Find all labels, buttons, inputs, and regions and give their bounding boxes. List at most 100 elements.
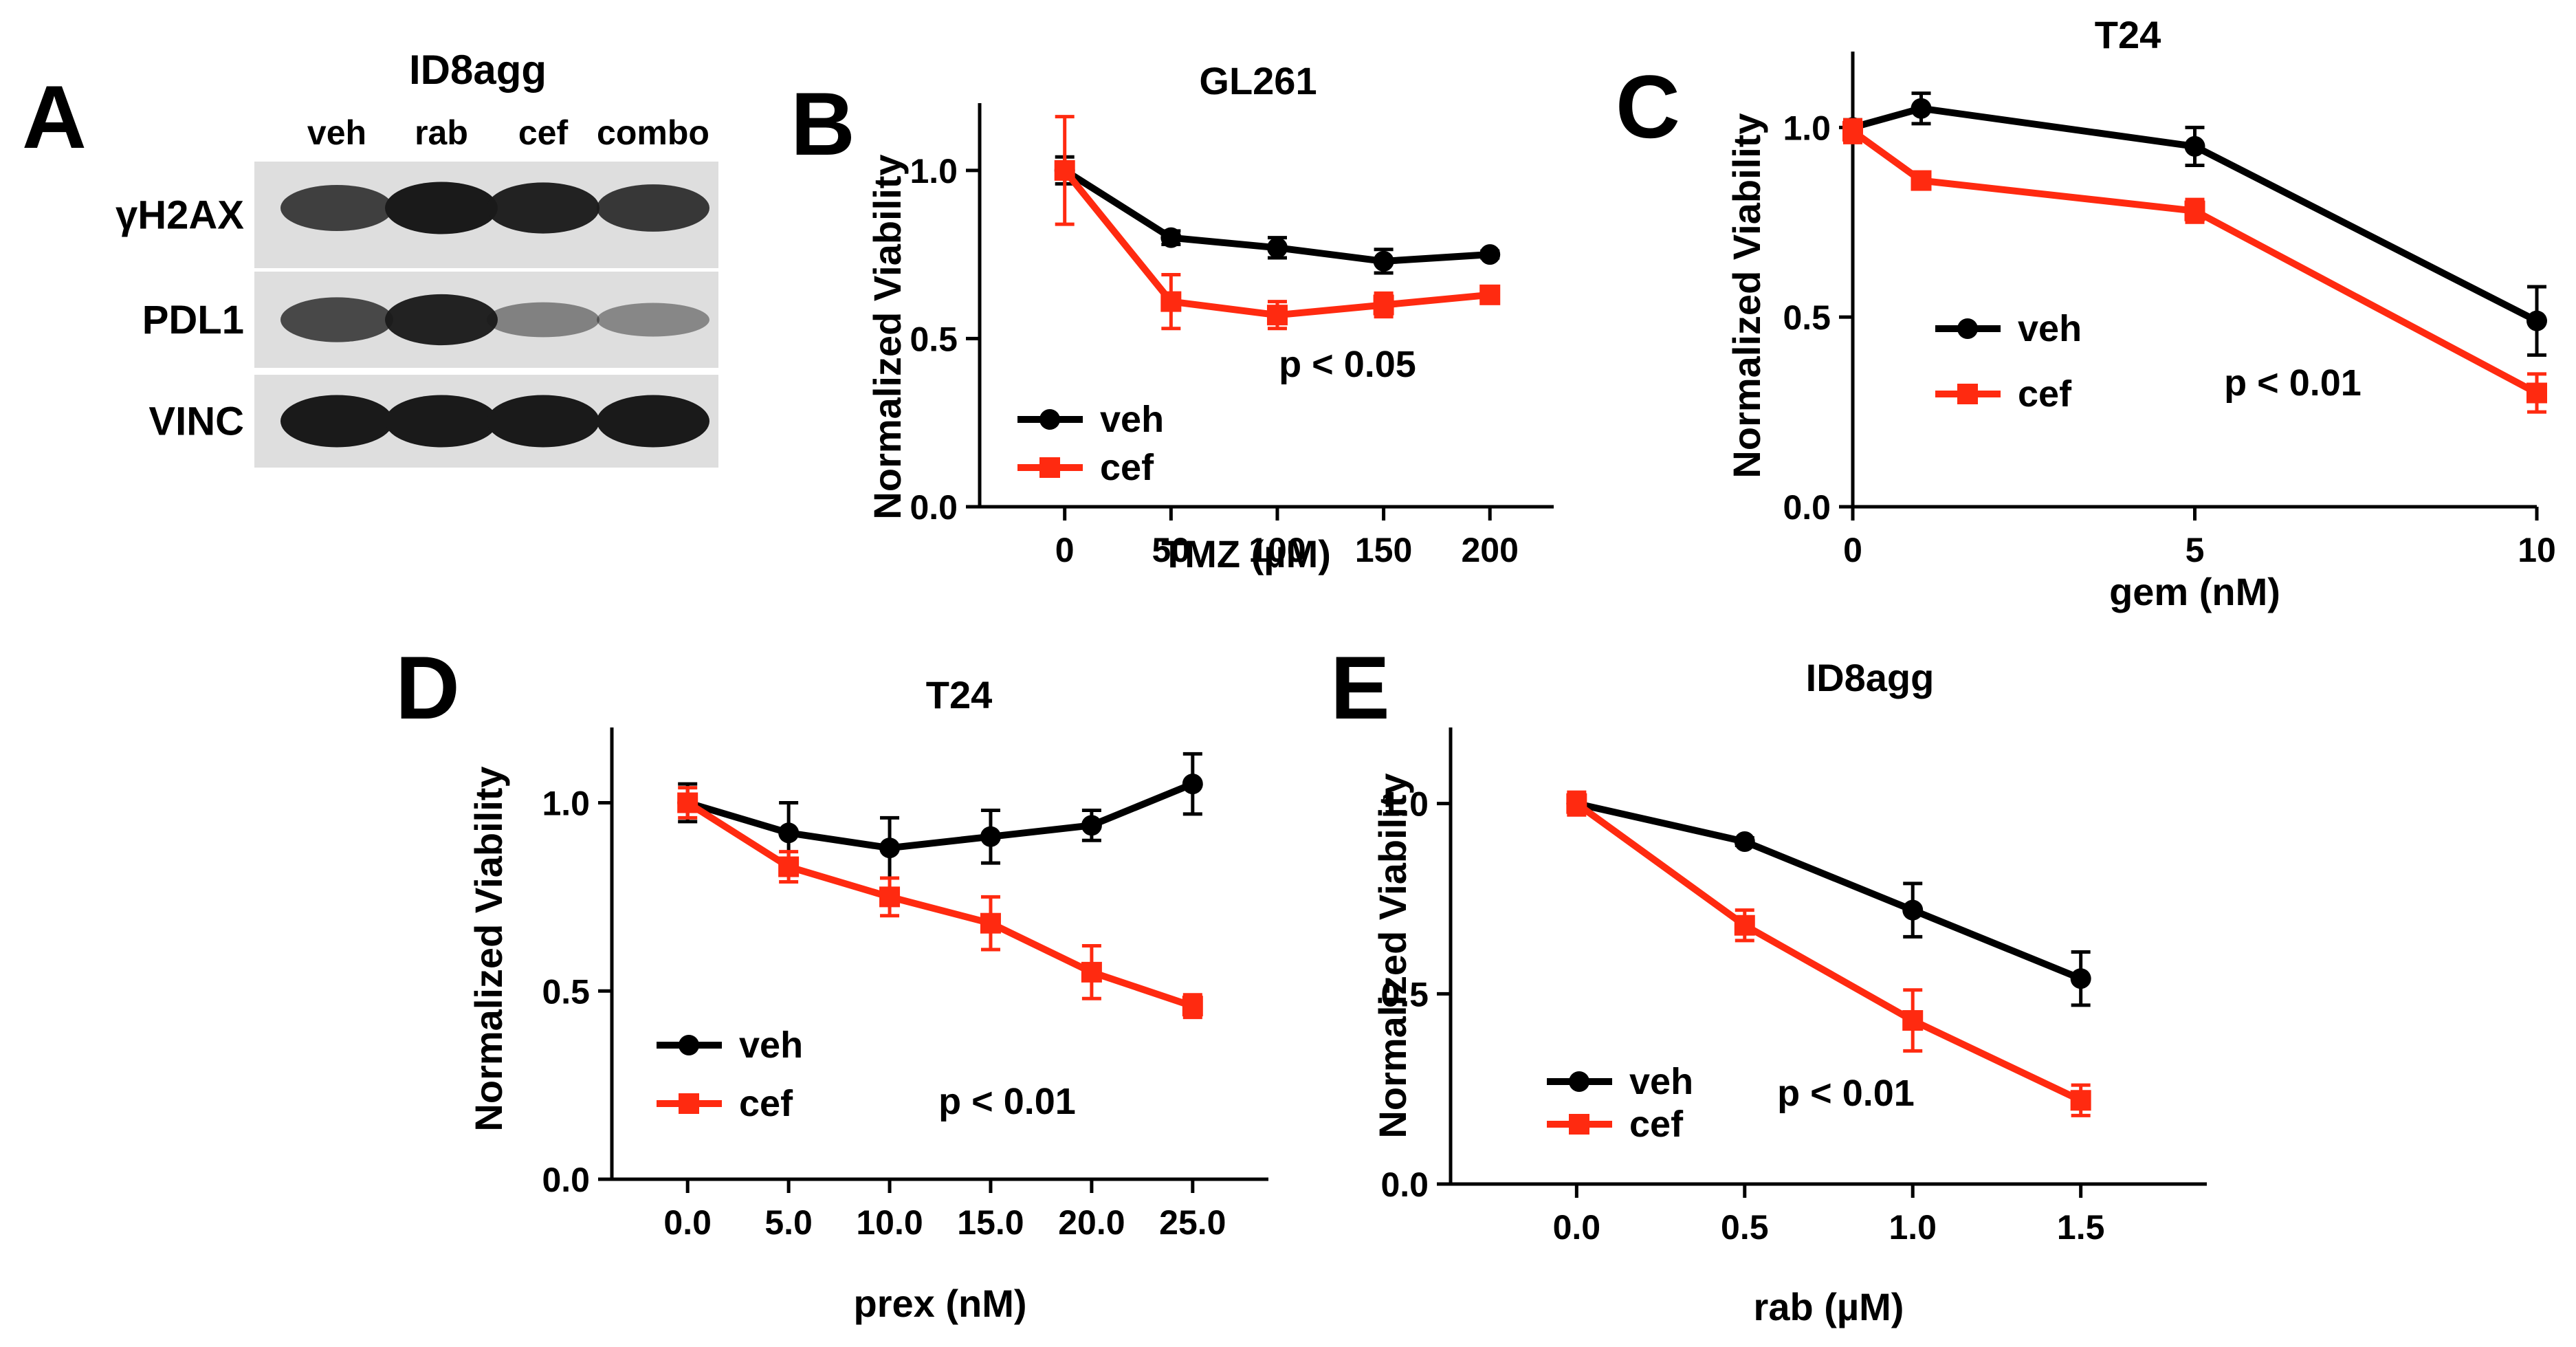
- legend-marker: [1569, 1114, 1589, 1135]
- blot-band: [597, 184, 709, 232]
- series-veh: [677, 752, 1203, 880]
- lane-label-veh: veh: [307, 113, 366, 152]
- series-cef: [1842, 118, 2547, 414]
- data-point: [2070, 1090, 2091, 1111]
- data-point: [2527, 310, 2547, 331]
- x-tick-label: 0: [1055, 531, 1075, 569]
- blot-lane-labels: veh rab cef combo: [307, 113, 709, 152]
- x-tick-label: 1.5: [2057, 1208, 2105, 1247]
- x-tick-label: 200: [1462, 531, 1519, 569]
- data-point: [1182, 774, 1203, 795]
- series-line: [1851, 128, 2539, 396]
- legend-label: veh: [1629, 1061, 1693, 1102]
- x-tick-label: 10.0: [856, 1203, 923, 1242]
- chart-title: ID8agg: [1806, 656, 1935, 699]
- data-point: [879, 837, 901, 859]
- data-point: [1734, 831, 1755, 852]
- y-tick-label: 0.0: [1380, 1165, 1429, 1204]
- data-point: [1911, 98, 1932, 119]
- data-point: [2527, 382, 2547, 404]
- x-tick-label: 5: [2186, 531, 2205, 569]
- legend-label: veh: [1100, 399, 1164, 440]
- data-point: [1182, 996, 1203, 1017]
- data-point: [1911, 170, 1932, 191]
- p-value-annotation: p < 0.01: [1777, 1073, 1915, 1114]
- y-axis-label: Normalized Viability: [1725, 113, 1768, 478]
- data-point: [1734, 915, 1755, 936]
- panel-a-letter: A: [22, 67, 87, 167]
- chart-e-id8agg-rab: E ID8agg 0.0 0.5 1.0 0.0 0.5 1.0 1.5 rab (µM) Norm…: [1330, 637, 2207, 1328]
- data-point: [1054, 160, 1075, 181]
- blot-band: [385, 395, 498, 448]
- panel-letter: D: [395, 637, 460, 738]
- data-point: [1373, 250, 1394, 272]
- series-cef: [1054, 115, 1501, 331]
- chart-title: GL261: [1199, 59, 1317, 102]
- series-veh: [1054, 155, 1501, 275]
- y-tick-label: 0.0: [910, 488, 958, 527]
- panel-letter: B: [791, 74, 855, 174]
- blot-row-label: PDL1: [142, 298, 244, 342]
- series-veh: [1842, 91, 2547, 357]
- x-tick-label: 20.0: [1058, 1203, 1125, 1242]
- y-axis-label: Normalized Viability: [1371, 773, 1414, 1138]
- data-point: [2184, 135, 2205, 157]
- lane-label-combo: combo: [597, 113, 709, 152]
- legend-marker: [1957, 384, 1978, 404]
- x-tick-label: 25.0: [1159, 1203, 1226, 1242]
- x-tick-label: 50: [1152, 531, 1191, 569]
- legend-marker: [679, 1093, 699, 1114]
- chart-c-t24-gem: C T24 0.0 0.5 1.0 0 5 10 gem (nM) Normalized Viab…: [1616, 13, 2556, 613]
- blot-band: [385, 294, 498, 346]
- x-tick-label: 5.0: [764, 1203, 813, 1242]
- legend-label: veh: [739, 1025, 803, 1066]
- x-axis-label: gem (nM): [2109, 570, 2280, 613]
- series-line: [1851, 105, 2539, 325]
- data-point: [1266, 305, 1288, 326]
- x-tick-label: 0.5: [1721, 1208, 1769, 1247]
- x-tick-label: 100: [1248, 531, 1306, 569]
- series-line: [1574, 800, 2082, 1104]
- legend-marker: [679, 1035, 699, 1055]
- legend: veh cef: [1017, 399, 1164, 488]
- y-axis-label: Normalized Viability: [866, 154, 909, 519]
- chart-d-t24-prex: D T24 0.0 0.5 1.0 0.0 5.0 10.0 15.0 20.0 25.0 prex …: [395, 637, 1268, 1325]
- y-tick-label: 1.0: [542, 785, 590, 823]
- x-tick-label: 0: [1843, 531, 1862, 569]
- legend-label: cef: [1100, 447, 1154, 488]
- data-point: [1081, 961, 1102, 983]
- y-tick-label: 1.0: [1380, 785, 1429, 824]
- panel-letter: C: [1616, 56, 1680, 157]
- data-point: [1160, 227, 1182, 248]
- data-point: [980, 826, 1001, 847]
- chart-b-gl261: B GL261 0.0 0.5 1.0 0 50 100 150 200 TMZ (µM) Norma…: [791, 59, 1554, 576]
- series-line: [686, 780, 1194, 852]
- y-tick-label: 1.0: [1783, 109, 1831, 147]
- chart-title: T24: [926, 673, 993, 716]
- series-cef: [677, 786, 1203, 1020]
- x-axis-label: prex (nM): [854, 1282, 1027, 1325]
- data-point: [1266, 237, 1288, 259]
- data-point: [980, 912, 1001, 934]
- blot-row-label: γH2AX: [115, 193, 244, 238]
- data-point: [1479, 284, 1501, 305]
- y-axis-label: Normalized Viability: [467, 766, 510, 1131]
- x-tick-label: 0.0: [663, 1203, 712, 1242]
- blot-band: [280, 395, 393, 448]
- x-tick-label: 0.0: [1553, 1208, 1601, 1247]
- series-line: [685, 800, 1194, 1009]
- y-tick-label: 1.0: [910, 152, 958, 190]
- lane-label-cef: cef: [518, 113, 569, 152]
- data-point: [778, 822, 800, 844]
- blot-band: [487, 182, 599, 234]
- blot-title: ID8agg: [409, 47, 547, 93]
- data-point: [677, 792, 698, 813]
- legend-label: veh: [2018, 308, 2082, 349]
- legend-marker: [1039, 457, 1060, 478]
- data-point: [1902, 1010, 1924, 1031]
- y-tick-label: 0.0: [1783, 488, 1831, 527]
- blot-row: PDL1: [142, 272, 718, 368]
